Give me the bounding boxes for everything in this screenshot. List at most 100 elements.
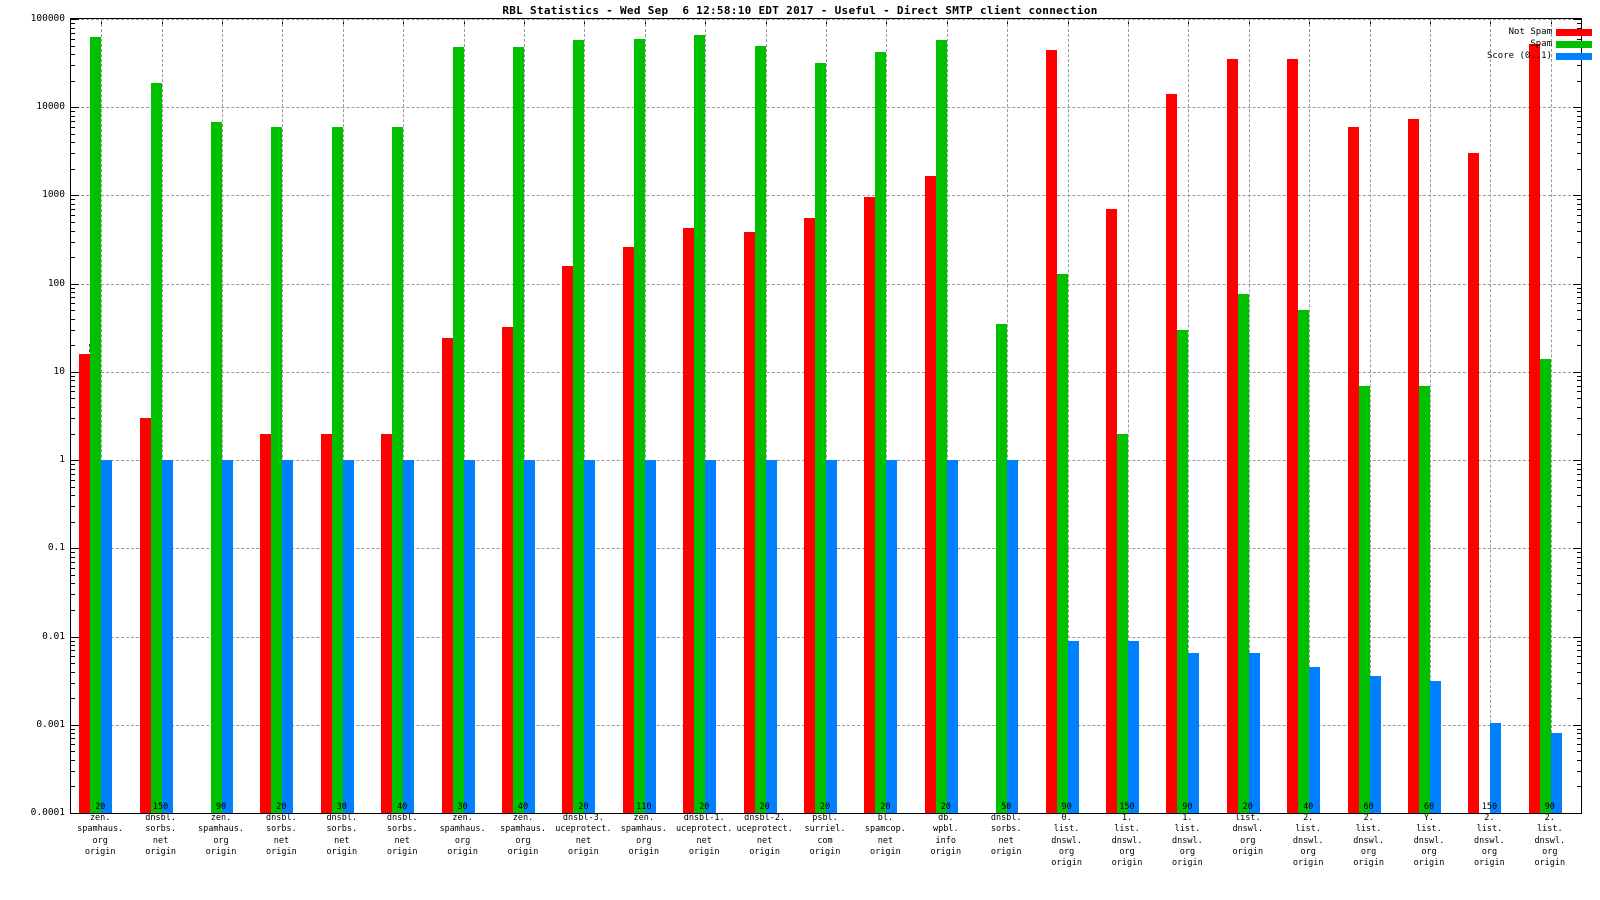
y-minor-tick xyxy=(70,230,75,232)
y-minor-tick xyxy=(70,738,75,740)
y-minor-tick xyxy=(1577,375,1582,377)
bar-group xyxy=(1166,19,1200,813)
y-minor-tick xyxy=(70,506,75,508)
y-minor-tick xyxy=(70,744,75,746)
y-minor-tick xyxy=(1577,230,1582,232)
y-tick-label: 1 xyxy=(59,454,65,466)
y-minor-tick xyxy=(70,486,75,488)
y-minor-tick xyxy=(1577,552,1582,554)
bar-spam xyxy=(271,126,283,813)
y-minor-tick xyxy=(1577,115,1582,117)
y-minor-tick xyxy=(1577,398,1582,400)
x-tick-label: 150 dnsbl. sorbs. net origin xyxy=(145,802,176,857)
bar-group xyxy=(200,19,233,813)
bar-notspam xyxy=(804,217,815,813)
y-tick xyxy=(1573,195,1582,197)
y-minor-tick xyxy=(70,120,75,122)
y-minor-tick xyxy=(70,80,75,82)
y-minor-tick xyxy=(1577,380,1582,382)
bar-score xyxy=(282,460,294,813)
x-gridline xyxy=(584,19,586,813)
x-gridline xyxy=(765,19,767,813)
bar-notspam xyxy=(622,247,634,813)
y-minor-tick xyxy=(1577,111,1582,113)
x-tick-label: 30 dnsbl. sorbs. net origin xyxy=(326,802,358,857)
y-minor-tick xyxy=(70,770,75,772)
bar-spam xyxy=(513,47,524,813)
y-minor-tick xyxy=(70,329,75,331)
y-minor-tick xyxy=(1577,23,1582,25)
y-minor-tick xyxy=(1577,495,1582,497)
bar-spam xyxy=(633,38,645,813)
y-minor-tick xyxy=(70,650,75,652)
y-minor-tick xyxy=(70,552,75,554)
x-gridline xyxy=(1550,19,1552,813)
x-gridline xyxy=(161,19,163,813)
bar-group xyxy=(1347,19,1381,813)
y-tick xyxy=(1573,724,1582,726)
y-tick-label: 0.01 xyxy=(42,630,65,642)
x-tick-label: 150 2. list. dnswl. org origin xyxy=(1474,802,1505,869)
y-minor-tick xyxy=(1577,287,1582,289)
x-gridline xyxy=(282,19,284,813)
y-minor-tick xyxy=(1577,241,1582,243)
y-minor-tick xyxy=(70,418,75,420)
y-minor-tick xyxy=(1577,303,1582,305)
bar-score xyxy=(1128,640,1139,813)
bar-score xyxy=(1067,640,1079,813)
legend-swatch xyxy=(1556,52,1592,60)
bar-notspam xyxy=(1106,209,1117,813)
y-minor-tick xyxy=(1577,486,1582,488)
bar-notspam xyxy=(743,231,755,813)
y-minor-tick xyxy=(1577,65,1582,67)
x-tick-label: 60 Y. list. dnswl. org origin xyxy=(1413,802,1445,869)
bar-score xyxy=(1248,653,1260,813)
y-tick xyxy=(70,107,79,109)
bar-notspam xyxy=(1347,126,1359,813)
bar-notspam xyxy=(1408,119,1419,813)
x-gridline xyxy=(463,19,465,813)
y-minor-tick xyxy=(70,594,75,596)
x-gridline xyxy=(1309,19,1311,813)
y-minor-tick xyxy=(1577,120,1582,122)
bar-group xyxy=(743,19,777,813)
y-tick xyxy=(70,283,79,285)
y-minor-tick xyxy=(70,609,75,611)
x-tick-label: 90 1. list. dnswl. org origin xyxy=(1172,802,1203,869)
y-minor-tick xyxy=(1577,682,1582,684)
y-minor-tick xyxy=(1577,733,1582,735)
y-tick xyxy=(1573,19,1582,20)
bar-spam xyxy=(1237,293,1249,813)
y-minor-tick xyxy=(1577,80,1582,82)
y-minor-tick xyxy=(70,303,75,305)
y-tick-label: 10 xyxy=(53,365,65,377)
bar-group xyxy=(381,19,415,813)
y-tick-label: 1000 xyxy=(42,189,65,201)
bar-score xyxy=(886,460,898,813)
y-minor-tick xyxy=(1577,126,1582,128)
y-tick xyxy=(70,548,79,550)
bar-spam xyxy=(875,52,887,813)
x-gridline xyxy=(644,19,646,813)
bar-notspam xyxy=(381,433,393,813)
y-minor-tick xyxy=(1577,345,1582,347)
x-tick-label: 20 zen. spamhaus. org origin xyxy=(77,802,124,857)
y-minor-tick xyxy=(70,38,75,40)
y-tick xyxy=(70,195,79,197)
bar-spam xyxy=(996,323,1008,813)
y-minor-tick xyxy=(1577,27,1582,29)
y-minor-tick xyxy=(1577,310,1582,312)
bar-score xyxy=(1309,667,1321,813)
y-minor-tick xyxy=(1577,209,1582,211)
y-minor-tick xyxy=(70,671,75,673)
bar-group xyxy=(260,19,294,813)
y-minor-tick xyxy=(70,733,75,735)
bar-notspam xyxy=(1528,44,1540,813)
bar-spam xyxy=(754,45,766,813)
x-tick-label: 20 list. dnswl. org origin xyxy=(1232,802,1264,857)
x-gridline xyxy=(222,19,223,813)
bar-notspam xyxy=(79,353,91,813)
bar-group xyxy=(502,19,535,813)
bar-score xyxy=(101,460,113,813)
y-minor-tick xyxy=(70,126,75,128)
